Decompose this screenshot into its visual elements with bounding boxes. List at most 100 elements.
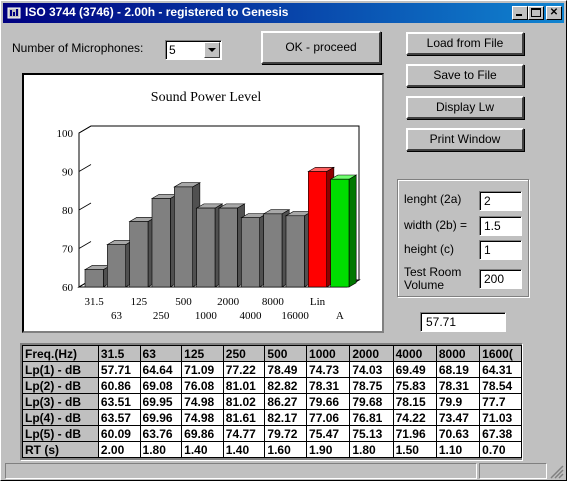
table-cell[interactable]: 71.03 — [480, 410, 522, 426]
table-cell[interactable]: 74.98 — [182, 410, 224, 426]
table-cell[interactable]: 63.57 — [98, 410, 140, 426]
table-cell[interactable]: 1.40 — [182, 442, 224, 458]
freq-column-header[interactable]: 8000 — [436, 346, 479, 362]
row-header[interactable]: Lp(5) - dB — [23, 426, 99, 442]
table-cell[interactable]: 78.31 — [436, 378, 479, 394]
table-cell[interactable]: 69.96 — [140, 410, 182, 426]
table-cell[interactable]: 1.80 — [350, 442, 393, 458]
table-cell[interactable]: 79.66 — [307, 394, 350, 410]
table-cell[interactable]: 78.31 — [307, 378, 350, 394]
table-cell[interactable]: 69.08 — [140, 378, 182, 394]
table-cell[interactable]: 1.90 — [307, 442, 350, 458]
freq-column-header[interactable]: 1600( — [480, 346, 522, 362]
freq-column-header[interactable]: 2000 — [350, 346, 393, 362]
table-cell[interactable]: 77.7 — [480, 394, 522, 410]
table-cell[interactable]: 81.02 — [223, 394, 265, 410]
volume-input[interactable]: 200 — [479, 269, 522, 289]
table-cell[interactable]: 78.54 — [480, 378, 522, 394]
freq-header[interactable]: Freq.(Hz) — [23, 346, 99, 362]
table-cell[interactable]: 76.81 — [350, 410, 393, 426]
table-cell[interactable]: 0.70 — [480, 442, 522, 458]
title-bar[interactable]: ISO 3744 (3746) - 2.00h - registered to … — [3, 3, 564, 23]
table-cell[interactable]: 74.22 — [393, 410, 436, 426]
table-cell[interactable]: 63.51 — [98, 394, 140, 410]
close-button[interactable]: ✕ — [546, 6, 562, 20]
table-cell[interactable]: 74.77 — [223, 426, 265, 442]
table-cell[interactable]: 82.82 — [265, 378, 307, 394]
table-cell[interactable]: 1.40 — [223, 442, 265, 458]
freq-column-header[interactable]: 500 — [265, 346, 307, 362]
table-cell[interactable]: 79.72 — [265, 426, 307, 442]
table-cell[interactable]: 70.63 — [436, 426, 479, 442]
width-input[interactable]: 1.5 — [479, 216, 522, 236]
table-cell[interactable]: 67.38 — [480, 426, 522, 442]
table-cell[interactable]: 79.9 — [436, 394, 479, 410]
table-cell[interactable]: 63.76 — [140, 426, 182, 442]
table-cell[interactable]: 64.31 — [480, 362, 522, 378]
save-to-file-button[interactable]: Save to File — [406, 64, 524, 87]
table-cell[interactable]: 57.71 — [98, 362, 140, 378]
table-cell[interactable]: 82.17 — [265, 410, 307, 426]
table-cell[interactable]: 60.09 — [98, 426, 140, 442]
freq-column-header[interactable]: 63 — [140, 346, 182, 362]
resize-grip-icon[interactable] — [550, 465, 564, 479]
table-cell[interactable]: 1.10 — [436, 442, 479, 458]
table-cell[interactable]: 78.75 — [350, 378, 393, 394]
table-cell[interactable]: 73.47 — [436, 410, 479, 426]
table-cell[interactable]: 1.80 — [140, 442, 182, 458]
table-cell[interactable]: 78.49 — [265, 362, 307, 378]
table-cell[interactable]: 78.15 — [393, 394, 436, 410]
table-cell[interactable]: 1.60 — [265, 442, 307, 458]
microphones-select[interactable]: 5 — [165, 40, 222, 60]
bar-31.5 — [85, 265, 111, 287]
table-cell[interactable]: 69.86 — [182, 426, 224, 442]
bar-500 — [174, 183, 200, 287]
freq-column-header[interactable]: 250 — [223, 346, 265, 362]
table-cell[interactable]: 86.27 — [265, 394, 307, 410]
table-cell[interactable]: 64.64 — [140, 362, 182, 378]
table-cell[interactable]: 77.06 — [307, 410, 350, 426]
table-cell[interactable]: 69.95 — [140, 394, 182, 410]
load-from-file-button[interactable]: Load from File — [406, 32, 524, 55]
table-cell[interactable]: 76.08 — [182, 378, 224, 394]
freq-column-header[interactable]: 31.5 — [98, 346, 140, 362]
result-field[interactable]: 57.71 — [420, 312, 506, 332]
table-cell[interactable]: 81.01 — [223, 378, 265, 394]
row-header[interactable]: Lp(1) - dB — [23, 362, 99, 378]
table-cell[interactable]: 68.19 — [436, 362, 479, 378]
row-header[interactable]: Lp(2) - dB — [23, 378, 99, 394]
table-cell[interactable]: 71.09 — [182, 362, 224, 378]
data-grid[interactable]: Freq.(Hz) 31.5 63 125 250 500 1000 2000 4000 8000… — [20, 343, 523, 461]
height-input[interactable]: 1 — [479, 240, 522, 260]
row-header[interactable]: RT (s) — [23, 442, 99, 458]
table-cell[interactable]: 79.68 — [350, 394, 393, 410]
table-cell[interactable]: 74.98 — [182, 394, 224, 410]
table-cell[interactable]: 74.03 — [350, 362, 393, 378]
minimize-button[interactable] — [512, 6, 528, 20]
table-cell[interactable]: 74.73 — [307, 362, 350, 378]
window-title: ISO 3744 (3746) - 2.00h - registered to … — [25, 5, 288, 19]
display-lw-button[interactable]: Display Lw — [406, 96, 524, 119]
freq-column-header[interactable]: 4000 — [393, 346, 436, 362]
bar-front — [130, 222, 148, 287]
table-cell[interactable]: 81.61 — [223, 410, 265, 426]
table-cell[interactable]: 71.96 — [393, 426, 436, 442]
table-cell[interactable]: 75.83 — [393, 378, 436, 394]
row-header[interactable]: Lp(3) - dB — [23, 394, 99, 410]
row-header[interactable]: Lp(4) - dB — [23, 410, 99, 426]
maximize-button[interactable] — [528, 6, 544, 20]
table-cell[interactable]: 69.49 — [393, 362, 436, 378]
table-cell[interactable]: 77.22 — [223, 362, 265, 378]
ok-proceed-button[interactable]: OK - proceed — [261, 31, 381, 64]
table-cell[interactable]: 60.86 — [98, 378, 140, 394]
table-cell[interactable]: 75.47 — [307, 426, 350, 442]
dropdown-button[interactable] — [204, 42, 220, 58]
app-icon[interactable] — [7, 6, 21, 20]
print-window-button[interactable]: Print Window — [406, 128, 524, 151]
table-cell[interactable]: 1.50 — [393, 442, 436, 458]
freq-column-header[interactable]: 1000 — [307, 346, 350, 362]
freq-column-header[interactable]: 125 — [182, 346, 224, 362]
table-cell[interactable]: 75.13 — [350, 426, 393, 442]
table-cell[interactable]: 2.00 — [98, 442, 140, 458]
length-input[interactable]: 2 — [479, 191, 522, 211]
